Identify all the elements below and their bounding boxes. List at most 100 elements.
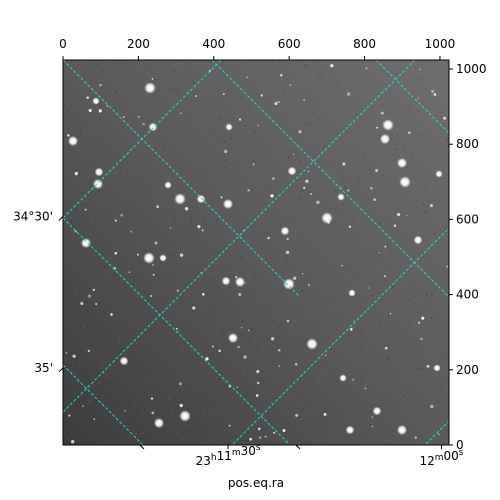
noise-pixel [352,259,355,261]
noise-pixel [371,324,373,326]
noise-pixel [262,109,264,111]
noise-pixel [156,72,159,74]
noise-pixel [266,151,268,153]
noise-pixel [244,382,246,384]
noise-pixel [150,73,152,75]
noise-pixel [389,403,391,405]
noise-pixel [124,397,126,399]
noise-pixel [89,236,91,238]
noise-pixel [108,215,110,217]
noise-pixel [142,279,144,281]
star [252,163,255,166]
star [373,198,376,201]
noise-pixel [77,381,79,383]
noise-pixel [282,405,284,407]
noise-pixel [225,160,227,162]
noise-pixel [407,276,409,278]
noise-pixel [422,204,424,206]
star [264,435,267,438]
star [399,176,411,188]
noise-pixel [282,181,284,183]
noise-pixel [276,170,278,172]
noise-pixel [387,315,389,317]
noise-pixel [150,237,152,239]
noise-pixel [157,84,159,86]
noise-pixel [334,334,336,336]
noise-pixel [422,234,424,237]
noise-pixel [105,396,107,398]
dec-tick-label: 34°30' [13,209,53,223]
noise-pixel [409,162,412,164]
noise-pixel [299,194,301,196]
noise-pixel [369,128,372,131]
noise-pixel [391,286,393,288]
star [164,181,172,189]
noise-pixel [316,95,318,97]
noise-pixel [256,347,258,349]
noise-pixel [133,410,135,412]
noise-pixel [156,204,158,206]
noise-pixel [63,179,65,182]
star [417,321,421,324]
noise-pixel [235,166,237,168]
noise-pixel [188,219,190,222]
noise-pixel [83,325,85,328]
noise-pixel [295,373,298,375]
noise-pixel [298,438,300,440]
star [234,276,246,288]
noise-pixel [292,95,294,97]
noise-pixel [434,248,437,250]
noise-pixel [225,141,227,143]
noise-pixel [322,143,325,145]
star [106,105,108,107]
noise-pixel [324,125,326,127]
noise-pixel [233,183,235,185]
noise-pixel [279,255,281,257]
noise-pixel [175,122,177,124]
noise-pixel [97,215,99,217]
noise-pixel [184,209,186,212]
noise-pixel [329,116,332,118]
star [122,115,125,119]
noise-pixel [385,394,387,396]
noise-pixel [228,191,231,193]
noise-pixel [444,331,447,333]
noise-pixel [217,353,219,355]
star [247,189,250,192]
star [414,436,417,439]
noise-pixel [85,308,87,310]
noise-pixel [85,153,87,156]
noise-pixel [216,108,218,110]
noise-pixel [221,329,223,332]
noise-pixel [145,68,147,70]
noise-pixel [282,199,284,201]
noise-pixel [105,376,107,378]
star [435,170,443,178]
noise-pixel [433,135,435,137]
noise-pixel [78,231,80,233]
noise-pixel [143,377,145,379]
noise-pixel [157,154,159,156]
noise-pixel [230,237,232,239]
noise-pixel [131,369,133,371]
star [148,122,158,132]
noise-pixel [257,101,259,103]
noise-pixel [179,306,181,308]
noise-pixel [382,327,384,329]
noise-pixel [169,432,171,434]
noise-pixel [282,309,284,311]
noise-pixel [91,111,93,113]
star [201,229,204,232]
noise-pixel [135,433,137,435]
noise-pixel [154,418,156,420]
noise-pixel [147,299,150,301]
noise-pixel [66,416,69,418]
noise-pixel [415,409,417,411]
noise-pixel [76,277,78,279]
noise-pixel [341,121,343,123]
noise-pixel [254,74,256,76]
noise-pixel [395,412,397,414]
noise-pixel [326,77,328,79]
grid-line [63,60,301,298]
